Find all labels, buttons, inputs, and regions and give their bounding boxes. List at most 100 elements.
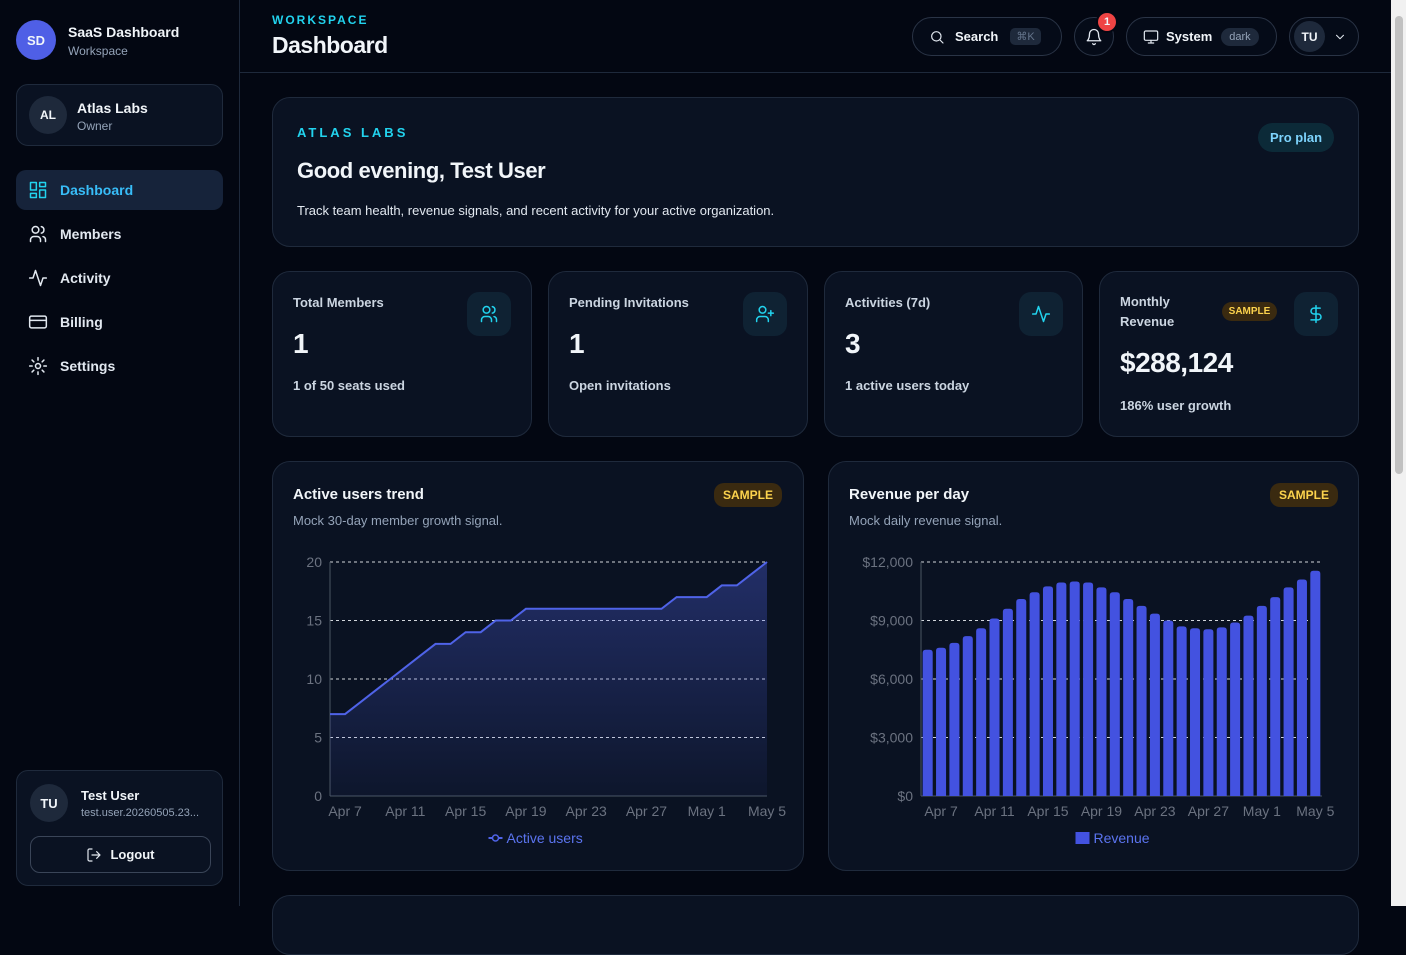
- bar: [1230, 622, 1241, 796]
- nav-icon: [29, 181, 47, 199]
- nav-item[interactable]: Members: [16, 214, 223, 254]
- bell-icon: [1086, 28, 1102, 45]
- bar: [989, 618, 1000, 796]
- stat-value: 3: [845, 328, 861, 359]
- chart: 0 5 10 15 20 Apr 7 Apr 11 Apr 15 Apr 19 Apr 23 Apr…: [306, 554, 786, 846]
- bar: [1310, 570, 1321, 796]
- stat-note: Open invitations: [569, 378, 671, 393]
- theme-mode: dark: [1221, 27, 1259, 46]
- stat-label: Pending Invitations: [569, 295, 689, 310]
- hero-card: ATLAS LABS Good evening, Test User Track…: [272, 97, 1359, 247]
- bar: [1029, 592, 1040, 796]
- stat-label: Activities (7d): [845, 295, 931, 310]
- chart-card: Active users trend Mock 30-day member gro…: [272, 461, 804, 871]
- nav-item[interactable]: Settings: [16, 346, 223, 386]
- monitor-icon: [1143, 29, 1159, 44]
- stat-note: 1 of 50 seats used: [293, 378, 405, 393]
- y-tick-label: $6,000: [870, 671, 913, 687]
- stat-card: Activities (7d) 3 1 active users today: [824, 271, 1083, 437]
- x-tick-label: Apr 7: [924, 803, 958, 819]
- bar: [949, 642, 960, 796]
- x-tick-label: Apr 7: [328, 803, 362, 819]
- bar: [1042, 586, 1053, 796]
- y-tick-label: 20: [306, 554, 322, 570]
- header-divider: [240, 72, 1391, 73]
- scrollbar-thumb[interactable]: [1395, 16, 1403, 474]
- stat-icon: [467, 292, 511, 336]
- account-menu[interactable]: TU: [1289, 17, 1359, 56]
- stat-card: Total Members 1 1 of 50 seats used: [272, 271, 532, 437]
- icon: [1031, 305, 1051, 323]
- stat-icon: [1019, 292, 1063, 336]
- user-name: Test User: [81, 788, 140, 803]
- bar: [1123, 599, 1134, 796]
- nav-item[interactable]: Billing: [16, 302, 223, 342]
- legend-label: Revenue: [1094, 830, 1150, 846]
- bar: [1002, 608, 1013, 796]
- hero-title: Good evening, Test User: [297, 158, 546, 183]
- search-shortcut: ⌘K: [1010, 28, 1041, 45]
- stat-label: Monthly Revenue: [1120, 294, 1175, 329]
- plan-badge: Pro plan: [1258, 123, 1335, 152]
- x-tick-label: Apr 27: [626, 803, 667, 819]
- theme-button[interactable]: System dark: [1126, 17, 1277, 56]
- nav-item[interactable]: Dashboard: [16, 170, 223, 210]
- x-tick-label: Apr 15: [1027, 803, 1068, 819]
- line: [330, 561, 768, 716]
- y-tick-label: 10: [306, 671, 322, 687]
- stat-label: Total Members: [293, 295, 384, 310]
- header-avatar: TU: [1294, 21, 1325, 52]
- bar: [962, 636, 973, 796]
- bar: [1056, 582, 1067, 796]
- x-tick-label: May 1: [1243, 803, 1281, 819]
- logout-button[interactable]: Logout: [30, 836, 211, 873]
- stat-note: 1 active users today: [845, 378, 970, 393]
- bar: [1136, 605, 1147, 796]
- x-tick-label: May 5: [1296, 803, 1334, 819]
- search-icon: [931, 30, 944, 44]
- search-button[interactable]: Search ⌘K: [912, 17, 1062, 56]
- stat-icon: [1294, 292, 1338, 336]
- org-name: Atlas Labs: [77, 100, 148, 116]
- sidebar: SD SaaS Dashboard Workspace AL Atlas Lab…: [0, 0, 240, 906]
- nav-item[interactable]: Activity: [16, 258, 223, 298]
- bar: [1109, 592, 1120, 796]
- stat-card: Monthly Revenue SAMPLE $288,124 186% user g…: [1099, 271, 1359, 437]
- icon: [1310, 304, 1322, 324]
- y-tick-label: $12,000: [862, 554, 913, 570]
- bar: [1096, 587, 1107, 796]
- bar: [1203, 629, 1214, 796]
- bar: [1296, 579, 1307, 796]
- user-card: TU Test User test.user.20260505.23... Lo…: [16, 770, 223, 886]
- chart-card: Revenue per day Mock daily revenue signal…: [828, 461, 1359, 871]
- bar: [1243, 615, 1254, 796]
- bar: [922, 649, 933, 796]
- next-card: [272, 895, 1359, 955]
- user-email: test.user.20260505.23...: [81, 807, 200, 819]
- icon: [480, 305, 498, 323]
- y-tick-label: 0: [314, 788, 322, 804]
- stat-note: 186% user growth: [1120, 398, 1232, 413]
- nav-label: Activity: [60, 270, 111, 286]
- nav-label: Settings: [60, 358, 116, 374]
- logout-icon: [87, 847, 102, 862]
- x-tick-label: May 5: [748, 803, 786, 819]
- x-tick-label: Apr 11: [385, 803, 425, 819]
- chart-subtitle: Mock daily revenue signal.: [849, 513, 1003, 528]
- stat-value: 1: [293, 328, 309, 359]
- org-switcher[interactable]: AL Atlas Labs Owner: [16, 84, 223, 146]
- bar: [1190, 628, 1201, 796]
- bar: [1069, 581, 1080, 796]
- scrollbar[interactable]: [1391, 0, 1406, 906]
- bar: [1016, 599, 1027, 796]
- theme-label: System: [1166, 29, 1213, 44]
- x-tick-label: Apr 19: [505, 803, 546, 819]
- bar: [1176, 626, 1187, 796]
- x-tick-label: Apr 11: [974, 803, 1014, 819]
- chart-title: Active users trend: [293, 486, 424, 503]
- chart: $0 $3,000 $6,000 $9,000 $12,000 Apr 7 Apr 11 Ap…: [862, 554, 1334, 846]
- org-role: Owner: [77, 119, 113, 133]
- x-tick-label: May 1: [688, 803, 726, 819]
- y-tick-label: $0: [897, 788, 913, 804]
